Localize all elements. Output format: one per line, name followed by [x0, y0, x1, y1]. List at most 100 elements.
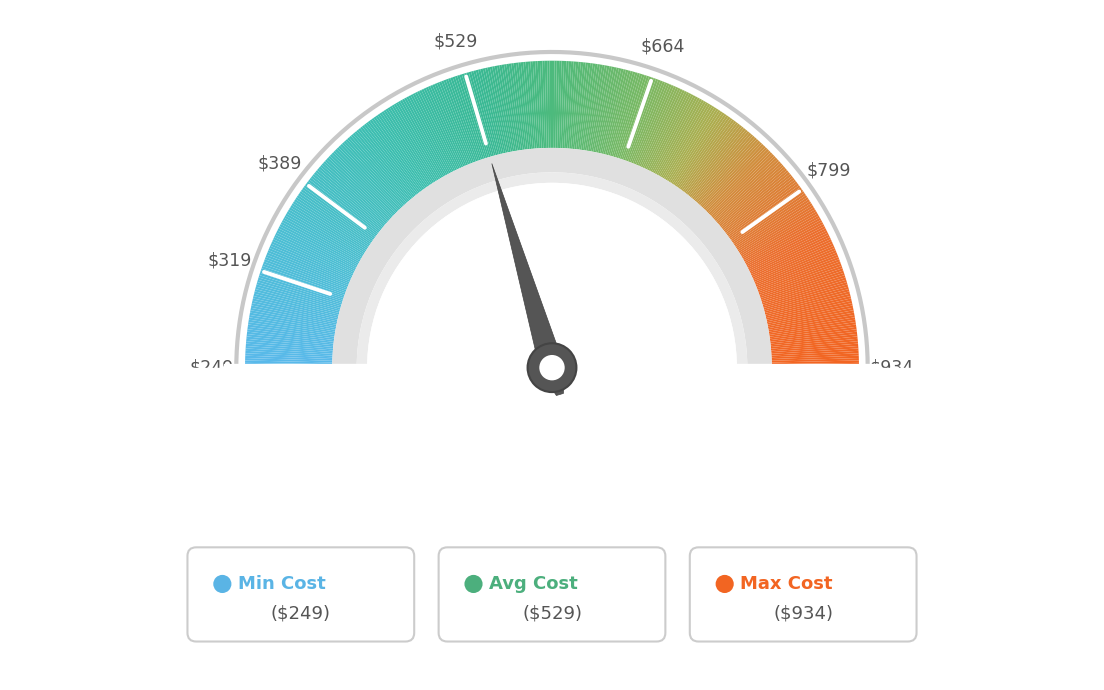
Wedge shape — [275, 233, 354, 273]
Wedge shape — [448, 78, 479, 161]
Wedge shape — [593, 66, 612, 152]
Wedge shape — [651, 94, 693, 172]
Wedge shape — [767, 308, 853, 326]
Wedge shape — [718, 166, 785, 225]
Wedge shape — [395, 102, 442, 179]
Wedge shape — [590, 66, 607, 152]
Wedge shape — [364, 124, 418, 194]
Wedge shape — [760, 268, 843, 298]
Wedge shape — [397, 101, 443, 177]
Wedge shape — [687, 125, 742, 195]
Wedge shape — [743, 215, 820, 260]
Wedge shape — [426, 87, 464, 168]
Wedge shape — [255, 289, 340, 313]
Wedge shape — [764, 289, 849, 313]
Wedge shape — [435, 83, 469, 165]
Wedge shape — [474, 70, 497, 155]
Wedge shape — [263, 264, 346, 295]
Wedge shape — [623, 77, 654, 160]
Wedge shape — [308, 179, 379, 235]
Wedge shape — [301, 189, 373, 241]
Wedge shape — [296, 197, 369, 247]
Wedge shape — [248, 319, 335, 335]
Wedge shape — [707, 149, 769, 213]
Wedge shape — [714, 161, 781, 221]
Text: ($529): ($529) — [522, 604, 582, 622]
Wedge shape — [608, 71, 633, 156]
Wedge shape — [761, 270, 843, 299]
Wedge shape — [245, 351, 332, 357]
Wedge shape — [250, 313, 336, 330]
Wedge shape — [272, 241, 352, 279]
Wedge shape — [331, 152, 395, 215]
Wedge shape — [299, 191, 372, 243]
Wedge shape — [576, 63, 588, 150]
Wedge shape — [289, 207, 364, 255]
Wedge shape — [298, 193, 371, 244]
Wedge shape — [765, 291, 850, 315]
Wedge shape — [625, 78, 656, 161]
Wedge shape — [752, 239, 831, 277]
Wedge shape — [294, 199, 369, 248]
Wedge shape — [314, 172, 383, 229]
Wedge shape — [320, 165, 388, 224]
Wedge shape — [528, 61, 537, 148]
Wedge shape — [688, 126, 744, 196]
Wedge shape — [733, 193, 806, 244]
Wedge shape — [247, 327, 335, 340]
Wedge shape — [383, 110, 433, 184]
Wedge shape — [771, 337, 858, 347]
Wedge shape — [702, 144, 764, 208]
Wedge shape — [681, 119, 734, 191]
Wedge shape — [767, 303, 852, 323]
Text: Avg Cost: Avg Cost — [489, 575, 578, 593]
Wedge shape — [513, 63, 527, 150]
Wedge shape — [615, 74, 643, 157]
Wedge shape — [772, 348, 859, 355]
Wedge shape — [667, 106, 714, 181]
Wedge shape — [263, 262, 346, 293]
Wedge shape — [254, 291, 339, 315]
Wedge shape — [317, 168, 385, 226]
Wedge shape — [245, 363, 332, 366]
Wedge shape — [297, 195, 370, 246]
Wedge shape — [769, 319, 856, 335]
Wedge shape — [548, 61, 550, 148]
Wedge shape — [501, 64, 518, 151]
Wedge shape — [291, 203, 367, 251]
Wedge shape — [245, 348, 332, 355]
Wedge shape — [682, 121, 736, 192]
Wedge shape — [771, 341, 858, 351]
Wedge shape — [256, 284, 340, 310]
Wedge shape — [259, 273, 343, 302]
Wedge shape — [735, 197, 808, 247]
Wedge shape — [555, 61, 560, 148]
Wedge shape — [431, 85, 466, 166]
Wedge shape — [605, 70, 628, 155]
Wedge shape — [768, 317, 856, 333]
Wedge shape — [380, 112, 429, 186]
Wedge shape — [654, 95, 696, 173]
Wedge shape — [252, 303, 337, 323]
Wedge shape — [304, 186, 375, 239]
Wedge shape — [659, 100, 704, 177]
Wedge shape — [540, 61, 545, 148]
Wedge shape — [247, 332, 333, 344]
Wedge shape — [335, 149, 397, 213]
Wedge shape — [646, 90, 684, 170]
Wedge shape — [373, 117, 426, 189]
Circle shape — [715, 575, 734, 593]
Wedge shape — [772, 353, 859, 359]
Wedge shape — [772, 363, 859, 366]
Wedge shape — [455, 76, 484, 159]
Wedge shape — [453, 77, 482, 160]
Wedge shape — [507, 63, 521, 150]
Wedge shape — [655, 97, 698, 175]
Wedge shape — [247, 324, 335, 338]
Wedge shape — [347, 137, 406, 204]
Wedge shape — [262, 266, 344, 297]
Wedge shape — [599, 68, 622, 154]
Wedge shape — [763, 282, 848, 308]
Wedge shape — [268, 248, 350, 284]
Wedge shape — [772, 351, 859, 357]
